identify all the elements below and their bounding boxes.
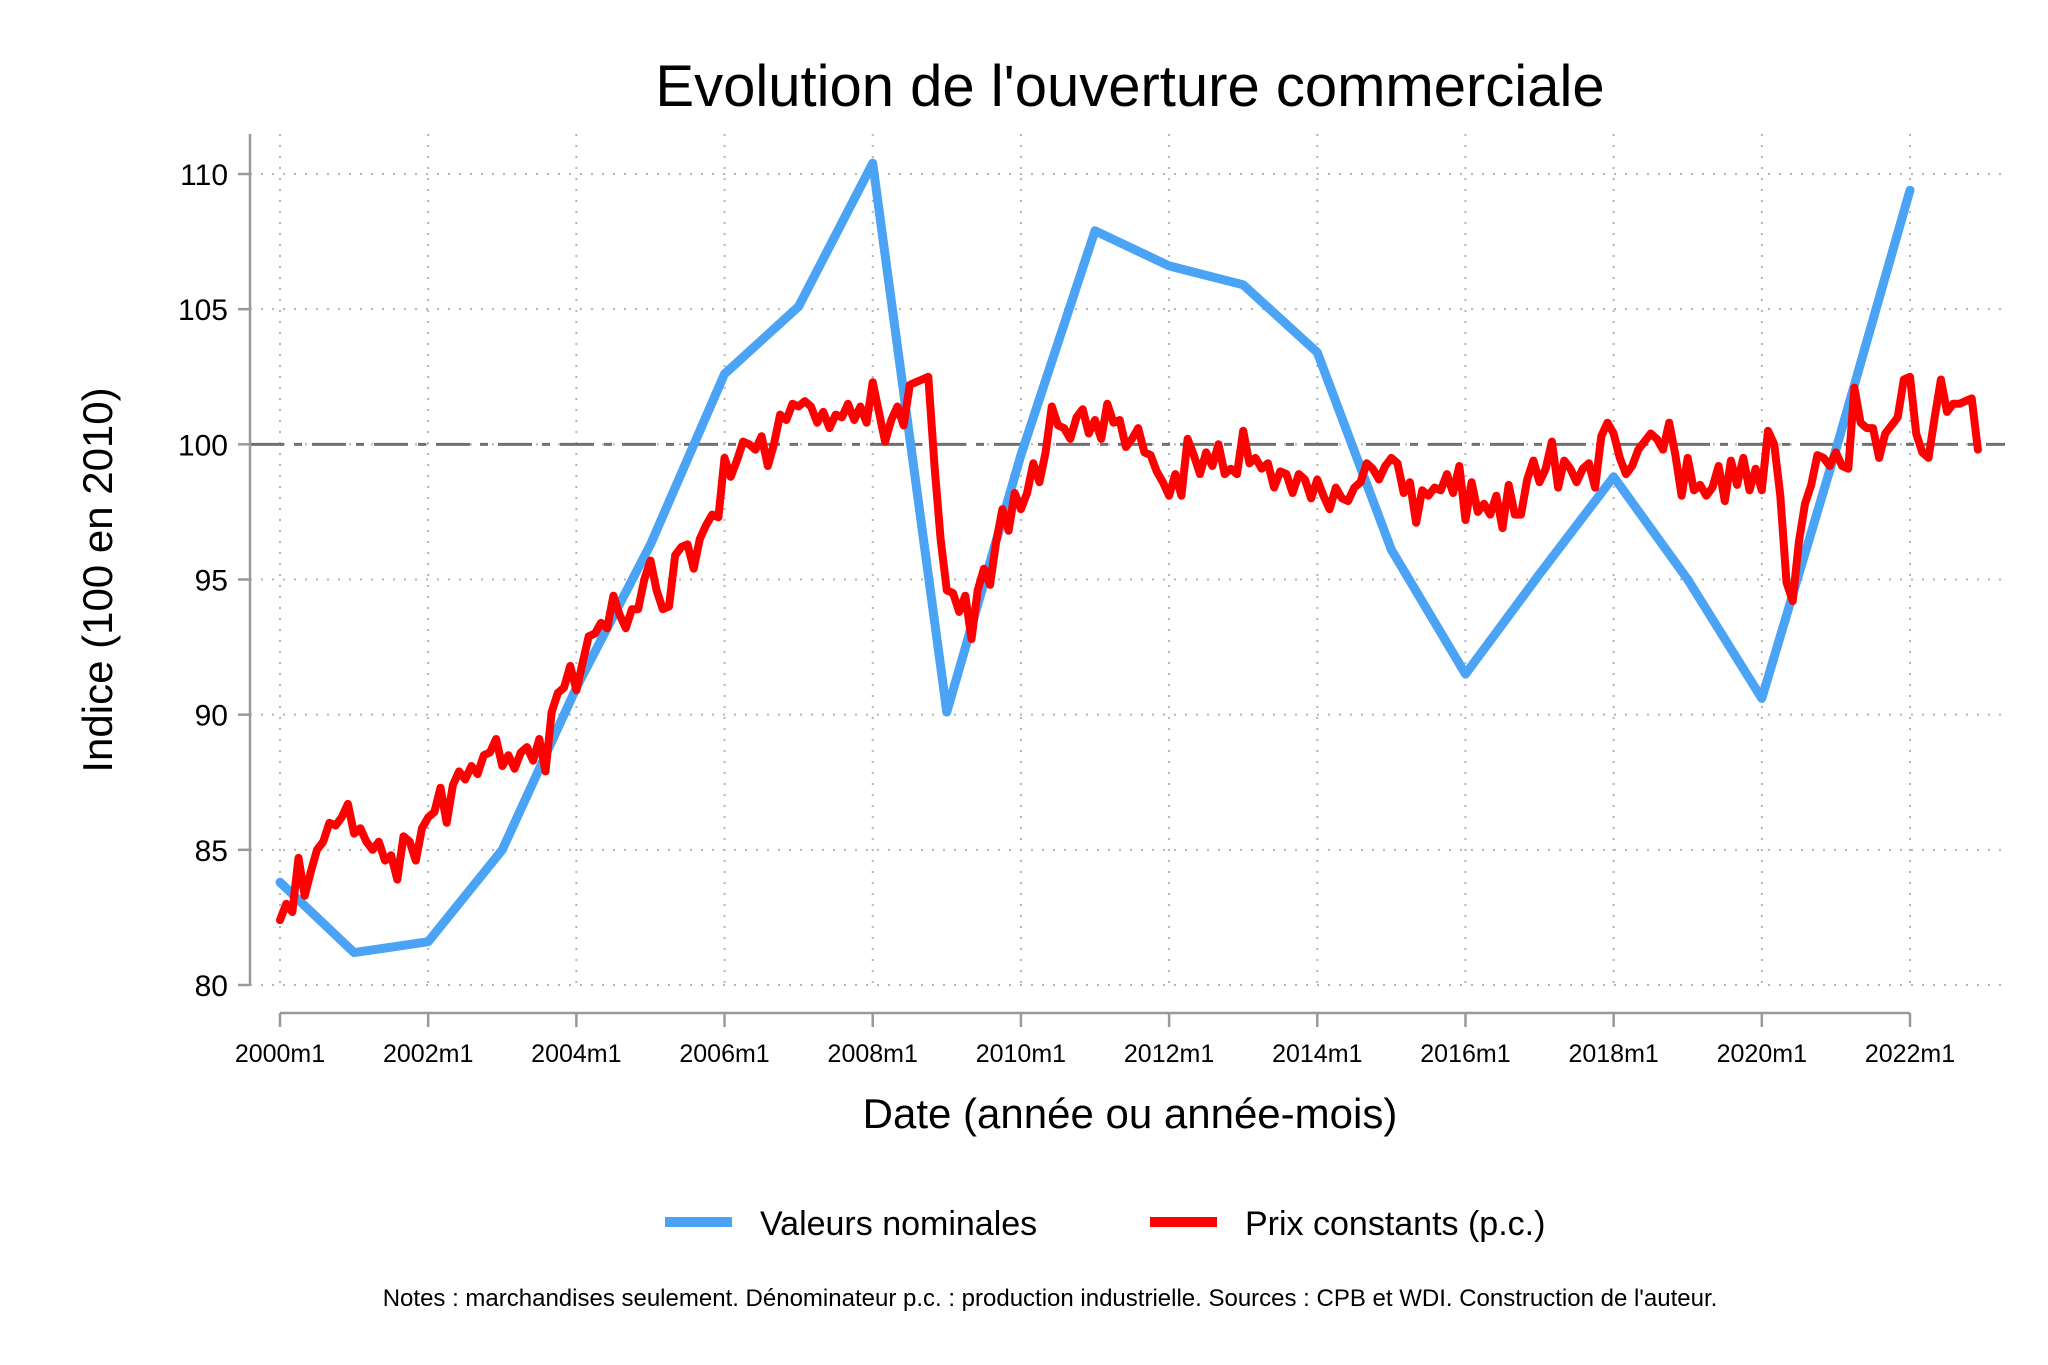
y-tick-label: 80	[195, 970, 228, 1003]
x-axis-title: Date (année ou année-mois)	[863, 1090, 1398, 1137]
legend: Valeurs nominales Prix constants (p.c.)	[665, 1205, 1545, 1243]
series-layer	[275, 158, 1982, 958]
x-axis-ticks: 2000m1 2002m1 2004m1 2006m1 2008m1 2010m1 2012…	[235, 1013, 1955, 1068]
x-tick-label: 2000m1	[235, 1040, 325, 1068]
x-tick-label: 2014m1	[1272, 1040, 1362, 1068]
x-tick-label: 2002m1	[383, 1040, 473, 1068]
x-tick-label: 2010m1	[976, 1040, 1066, 1068]
y-tick-label: 85	[195, 835, 228, 868]
y-tick-label: 95	[195, 565, 228, 598]
legend-label-prix-constants: Prix constants (p.c.)	[1245, 1205, 1545, 1243]
gridlines	[250, 134, 2005, 986]
chart-notes: Notes : marchandises seulement. Dénomina…	[383, 1285, 1718, 1312]
y-tick-label: 110	[180, 159, 228, 192]
y-tick-label: 100	[178, 429, 228, 462]
y-axis-title: Indice (100 en 2010)	[74, 387, 121, 772]
x-tick-label: 2004m1	[531, 1040, 621, 1068]
chart-title: Evolution de l'ouverture commerciale	[655, 54, 1604, 119]
x-tick-label: 2016m1	[1420, 1040, 1510, 1068]
x-tick-label: 2012m1	[1124, 1040, 1214, 1068]
series-prix-constants-line	[276, 372, 1982, 925]
x-tick-label: 2006m1	[679, 1040, 769, 1068]
x-tick-label: 2020m1	[1717, 1040, 1807, 1068]
legend-label-valeurs-nominales: Valeurs nominales	[760, 1205, 1037, 1243]
x-tick-label: 2018m1	[1568, 1040, 1658, 1068]
y-axis-ticks: 80 85 90 95 100 105 110	[178, 159, 250, 1003]
y-tick-label: 90	[195, 700, 228, 733]
x-tick-label: 2008m1	[828, 1040, 918, 1068]
y-tick-label: 105	[178, 294, 228, 327]
series-valeurs-nominales-line	[275, 158, 1915, 958]
x-tick-label: 2022m1	[1865, 1040, 1955, 1068]
